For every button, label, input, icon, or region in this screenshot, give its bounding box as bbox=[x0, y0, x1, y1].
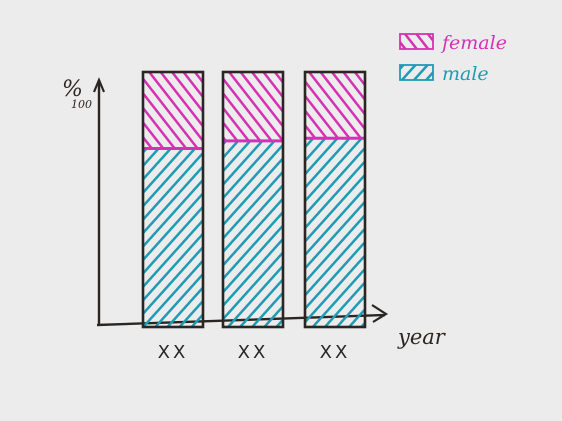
x-tick-labels: XX XX XX bbox=[158, 342, 351, 363]
bar-outline-1 bbox=[141, 70, 205, 329]
y-axis-arrow bbox=[92, 77, 106, 93]
legend-swatch-female bbox=[399, 33, 434, 50]
bar-group-3 bbox=[303, 70, 367, 329]
x-tick-label-2: XX bbox=[238, 342, 269, 363]
bar-male-3 bbox=[305, 138, 365, 327]
bars bbox=[141, 70, 367, 329]
legend: female male bbox=[399, 32, 507, 85]
y-axis-label-sub: 100 bbox=[71, 98, 92, 111]
legend-item-female: female bbox=[399, 32, 507, 54]
bar-group-1 bbox=[141, 70, 205, 329]
x-axis-label: year bbox=[397, 325, 447, 349]
bar-outline-3 bbox=[303, 70, 367, 329]
legend-label-female: female bbox=[440, 32, 507, 54]
bar-male-1 bbox=[143, 148, 203, 327]
bar-female-2 bbox=[223, 72, 283, 141]
x-tick-label-1: XX bbox=[158, 342, 189, 363]
bar-female-3 bbox=[305, 72, 365, 139]
x-tick-label-3: XX bbox=[320, 342, 351, 363]
bar-male-2 bbox=[223, 140, 283, 327]
bar-outline-2 bbox=[221, 70, 285, 329]
y-axis-label: % bbox=[62, 77, 83, 102]
bar-group-2 bbox=[221, 70, 285, 329]
legend-label-male: male bbox=[442, 63, 489, 85]
legend-item-male: male bbox=[399, 63, 489, 85]
bar-female-1 bbox=[143, 72, 203, 149]
x-axis-arrow bbox=[371, 304, 389, 323]
legend-swatch-male bbox=[399, 64, 434, 81]
